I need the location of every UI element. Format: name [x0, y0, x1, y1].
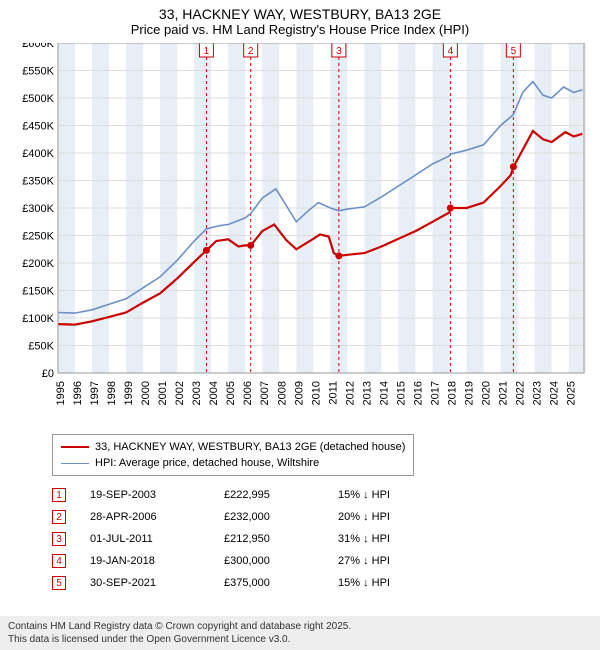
x-tick-label: 2025 — [566, 381, 578, 405]
sales-date: 28-APR-2006 — [90, 511, 200, 523]
sale-dot — [447, 205, 454, 212]
sales-diff: 27% ↓ HPI — [338, 555, 438, 567]
sales-row: 1 19-SEP-2003 £222,995 15% ↓ HPI — [52, 484, 590, 506]
y-tick-label: £350K — [22, 176, 54, 188]
x-tick-label: 2000 — [140, 381, 152, 405]
x-tick-label: 2017 — [429, 381, 441, 405]
x-tick-label: 2012 — [344, 381, 356, 405]
x-tick-label: 2010 — [310, 381, 322, 405]
sale-marker-num: 5 — [511, 46, 517, 57]
sale-marker-num: 2 — [248, 46, 254, 57]
x-tick-label: 2005 — [225, 381, 237, 405]
footer-line2: This data is licensed under the Open Gov… — [8, 633, 592, 646]
x-tick-label: 2018 — [446, 381, 458, 405]
legend-label-price: 33, HACKNEY WAY, WESTBURY, BA13 2GE (det… — [95, 441, 405, 453]
title-block: 33, HACKNEY WAY, WESTBURY, BA13 2GE Pric… — [0, 0, 600, 39]
x-tick-label: 1999 — [123, 381, 135, 405]
legend: 33, HACKNEY WAY, WESTBURY, BA13 2GE (det… — [52, 434, 414, 476]
sale-marker-num: 3 — [336, 46, 342, 57]
x-tick-label: 1995 — [55, 381, 67, 405]
x-tick-label: 2021 — [498, 381, 510, 405]
y-tick-label: £400K — [22, 148, 54, 160]
sale-marker-num: 1 — [204, 46, 210, 57]
y-tick-label: £0 — [42, 368, 54, 380]
x-tick-label: 2016 — [412, 381, 424, 405]
sale-dot — [335, 252, 342, 259]
x-tick-label: 2024 — [549, 381, 561, 405]
page: 33, HACKNEY WAY, WESTBURY, BA13 2GE Pric… — [0, 0, 600, 650]
sales-date: 19-SEP-2003 — [90, 489, 200, 501]
sales-diff: 20% ↓ HPI — [338, 511, 438, 523]
sales-price: £300,000 — [224, 555, 314, 567]
x-tick-label: 2007 — [259, 381, 271, 405]
sales-table: 1 19-SEP-2003 £222,995 15% ↓ HPI 2 28-APR-200… — [52, 484, 590, 594]
x-tick-label: 2009 — [293, 381, 305, 405]
sales-marker: 2 — [52, 510, 66, 524]
x-tick-label: 2008 — [276, 381, 288, 405]
sales-row: 2 28-APR-2006 £232,000 20% ↓ HPI — [52, 506, 590, 528]
y-tick-label: £500K — [22, 93, 54, 105]
legend-swatch-hpi — [61, 463, 89, 464]
sales-marker: 4 — [52, 554, 66, 568]
chart-svg: £0 £50K £100K £150K £200K £250K £300K £350K £400… — [10, 43, 590, 428]
x-tick-label: 1996 — [72, 381, 84, 405]
x-tick-label: 2004 — [208, 381, 220, 405]
x-tick-label: 1997 — [89, 381, 101, 405]
footer: Contains HM Land Registry data © Crown c… — [0, 616, 600, 650]
sales-price: £375,000 — [224, 577, 314, 589]
x-tick-label: 2013 — [361, 381, 373, 405]
sales-price: £212,950 — [224, 533, 314, 545]
sales-price: £232,000 — [224, 511, 314, 523]
x-tick-label: 2003 — [191, 381, 203, 405]
sale-marker-num: 4 — [448, 46, 454, 57]
sale-dot — [247, 242, 254, 249]
sales-date: 01-JUL-2011 — [90, 533, 200, 545]
y-tick-label: £600K — [22, 43, 54, 50]
y-tick-label: £450K — [22, 121, 54, 133]
y-tick-label: £200K — [22, 258, 54, 270]
x-tick-label: 2014 — [378, 381, 390, 405]
sale-dot — [203, 247, 210, 254]
x-tick-label: 2006 — [242, 381, 254, 405]
x-tick-label: 2020 — [481, 381, 493, 405]
legend-label-hpi: HPI: Average price, detached house, Wilt… — [95, 457, 319, 469]
sales-diff: 15% ↓ HPI — [338, 577, 438, 589]
sales-marker: 1 — [52, 488, 66, 502]
x-tick-label: 2011 — [327, 381, 339, 405]
x-tick-label: 2002 — [174, 381, 186, 405]
legend-swatch-price — [61, 446, 89, 448]
legend-item-price: 33, HACKNEY WAY, WESTBURY, BA13 2GE (det… — [61, 439, 405, 455]
chart: £0 £50K £100K £150K £200K £250K £300K £350K £400… — [10, 43, 590, 428]
y-tick-label: £550K — [22, 66, 54, 78]
y-tick-label: £100K — [22, 313, 54, 325]
sales-price: £222,995 — [224, 489, 314, 501]
x-tick-label: 2019 — [464, 381, 476, 405]
x-tick-label: 2023 — [532, 381, 544, 405]
sales-diff: 31% ↓ HPI — [338, 533, 438, 545]
sales-date: 19-JAN-2018 — [90, 555, 200, 567]
sales-row: 3 01-JUL-2011 £212,950 31% ↓ HPI — [52, 528, 590, 550]
y-tick-label: £300K — [22, 203, 54, 215]
x-tick-label: 2001 — [157, 381, 169, 405]
x-tick-label: 2015 — [395, 381, 407, 405]
sales-marker: 3 — [52, 532, 66, 546]
y-tick-label: £50K — [28, 341, 54, 353]
sales-row: 5 30-SEP-2021 £375,000 15% ↓ HPI — [52, 572, 590, 594]
y-tick-label: £250K — [22, 231, 54, 243]
legend-item-hpi: HPI: Average price, detached house, Wilt… — [61, 455, 405, 471]
sales-diff: 15% ↓ HPI — [338, 489, 438, 501]
x-tick-label: 1998 — [106, 381, 118, 405]
y-tick-label: £150K — [22, 286, 54, 298]
sales-marker: 5 — [52, 576, 66, 590]
footer-line1: Contains HM Land Registry data © Crown c… — [8, 620, 592, 633]
title-subtitle: Price paid vs. HM Land Registry's House … — [10, 22, 590, 37]
title-address: 33, HACKNEY WAY, WESTBURY, BA13 2GE — [10, 6, 590, 22]
sales-row: 4 19-JAN-2018 £300,000 27% ↓ HPI — [52, 550, 590, 572]
x-tick-label: 2022 — [515, 381, 527, 405]
sale-dot — [510, 163, 517, 170]
sales-date: 30-SEP-2021 — [90, 577, 200, 589]
